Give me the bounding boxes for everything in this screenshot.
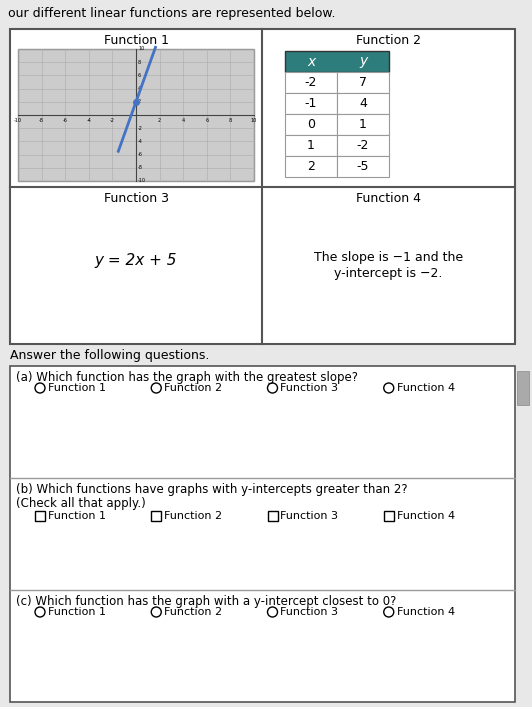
Bar	[337, 135, 389, 156]
Bar	[337, 156, 389, 177]
Text: -2: -2	[138, 126, 143, 131]
Text: 2: 2	[307, 160, 315, 173]
Text: our different linear functions are represented below.: our different linear functions are repre…	[8, 7, 336, 20]
Bar	[337, 93, 389, 114]
Text: 1: 1	[307, 139, 315, 152]
Bar	[337, 72, 389, 93]
Text: 2: 2	[138, 99, 141, 105]
Text: Function 4: Function 4	[356, 192, 421, 205]
Text: Function 4: Function 4	[397, 511, 455, 521]
Text: x: x	[307, 54, 315, 69]
Text: -2: -2	[110, 118, 115, 123]
Text: 7: 7	[359, 76, 367, 89]
Text: Function 3: Function 3	[280, 607, 338, 617]
Text: 0: 0	[307, 118, 315, 131]
Text: Answer the following questions.: Answer the following questions.	[10, 349, 210, 362]
Text: Function 4: Function 4	[397, 383, 455, 393]
Bar	[10, 366, 515, 702]
Text: Function 4: Function 4	[397, 607, 455, 617]
Text: Function 2: Function 2	[164, 511, 222, 521]
Text: The slope is −1 and the: The slope is −1 and the	[314, 251, 463, 264]
Bar	[18, 49, 254, 181]
Text: Function 3: Function 3	[280, 511, 338, 521]
Text: -10: -10	[14, 118, 22, 123]
Text: Function 2: Function 2	[164, 383, 222, 393]
Bar	[10, 29, 515, 344]
Text: -6: -6	[138, 152, 143, 157]
Bar	[285, 51, 389, 72]
Text: 8: 8	[138, 59, 141, 65]
Text: 4: 4	[181, 118, 185, 123]
Bar	[285, 93, 337, 114]
Bar	[285, 156, 337, 177]
Text: y = 2x + 5: y = 2x + 5	[95, 253, 177, 268]
Text: 6: 6	[205, 118, 209, 123]
Bar	[151, 511, 161, 521]
Text: Function 2: Function 2	[164, 607, 222, 617]
Text: 10: 10	[251, 118, 257, 123]
Bar	[285, 114, 337, 135]
Text: -2: -2	[357, 139, 369, 152]
Bar	[337, 114, 389, 135]
Text: Function 1: Function 1	[48, 607, 106, 617]
Text: 4: 4	[138, 86, 141, 91]
Text: -8: -8	[39, 118, 44, 123]
Bar	[517, 371, 529, 404]
Text: 4: 4	[359, 97, 367, 110]
Text: -5: -5	[357, 160, 369, 173]
Text: 1: 1	[359, 118, 367, 131]
Bar	[285, 135, 337, 156]
Text: 8: 8	[229, 118, 232, 123]
Text: -2: -2	[305, 76, 317, 89]
Text: -4: -4	[86, 118, 91, 123]
Text: Function 3: Function 3	[104, 192, 169, 205]
Bar	[285, 72, 337, 93]
Text: 10: 10	[138, 47, 144, 52]
Bar	[384, 511, 394, 521]
Bar	[268, 511, 278, 521]
Text: Function 2: Function 2	[356, 34, 421, 47]
Text: -4: -4	[138, 139, 143, 144]
Text: (b) Which functions have graphs with y-intercepts greater than 2?: (b) Which functions have graphs with y-i…	[16, 483, 408, 496]
Text: (c) Which function has the graph with a y-intercept closest to 0?: (c) Which function has the graph with a …	[16, 595, 396, 608]
Text: Function 1: Function 1	[48, 383, 106, 393]
Text: Function 1: Function 1	[104, 34, 169, 47]
Text: -10: -10	[138, 178, 146, 184]
Text: y: y	[359, 54, 367, 69]
Text: -1: -1	[305, 97, 317, 110]
Text: (Check all that apply.): (Check all that apply.)	[16, 497, 146, 510]
Text: -6: -6	[63, 118, 68, 123]
Text: y-intercept is −2.: y-intercept is −2.	[334, 267, 443, 280]
Text: -8: -8	[138, 165, 143, 170]
Text: Function 1: Function 1	[48, 511, 106, 521]
Bar	[35, 511, 45, 521]
Text: (a) Which function has the graph with the greatest slope?: (a) Which function has the graph with th…	[16, 371, 358, 384]
Text: 2: 2	[158, 118, 161, 123]
Text: Function 3: Function 3	[280, 383, 338, 393]
Text: 6: 6	[138, 73, 141, 78]
